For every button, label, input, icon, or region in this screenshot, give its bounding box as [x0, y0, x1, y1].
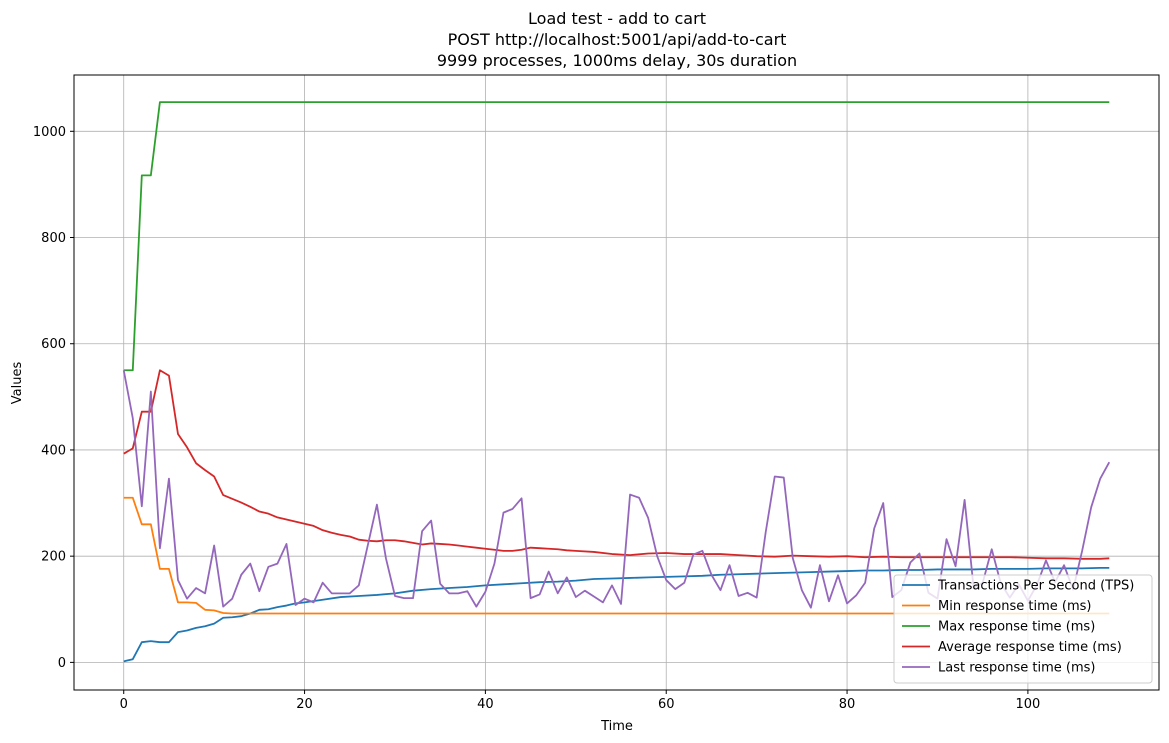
chart-title-line-2: POST http://localhost:5001/api/add-to-ca…: [448, 30, 787, 49]
legend-box: [893, 574, 1153, 684]
series-line-3: [123, 101, 1110, 372]
x-tick-label: 40: [477, 697, 494, 712]
y-tick-label: 400: [41, 443, 66, 458]
series-line-5: [122, 370, 1111, 609]
series-line-4: [123, 369, 1110, 560]
x-tick-label: 80: [839, 697, 856, 712]
plot-area-frame: [73, 74, 1160, 691]
y-tick-label: 800: [41, 231, 66, 246]
y-axis-label: Values: [10, 362, 25, 405]
x-tick-label: 0: [120, 697, 128, 712]
y-tick-label: 0: [58, 656, 66, 671]
chart-title-line-1: Load test - add to cart: [528, 9, 706, 28]
legend-label: Min response time (ms): [938, 599, 1091, 614]
legend-label: Average response time (ms): [938, 640, 1122, 655]
y-tick-label: 200: [41, 550, 66, 565]
x-tick-label: 20: [296, 697, 313, 712]
legend-label: Transactions Per Second (TPS): [937, 579, 1134, 594]
chart-title: Load test - add to cart POST http://loca…: [437, 9, 797, 70]
series-line-2: [123, 496, 1110, 615]
x-axis-ticks: 0 20 40 60 80 100: [120, 690, 1040, 712]
x-axis-label: Time: [600, 719, 633, 734]
y-tick-label: 600: [41, 337, 66, 352]
series-lines: [122, 101, 1111, 663]
legend-label: Max response time (ms): [938, 620, 1095, 635]
y-tick-label: 1000: [33, 125, 66, 140]
legend-label: Last response time (ms): [938, 661, 1095, 676]
x-tick-label: 60: [658, 697, 675, 712]
chart-title-line-3: 9999 processes, 1000ms delay, 30s durati…: [437, 51, 797, 70]
legend: Transactions Per Second (TPS) Min respons…: [893, 574, 1153, 684]
x-tick-label: 100: [1015, 697, 1040, 712]
y-axis-ticks: 0 200 400 600 800 1000: [33, 125, 74, 671]
